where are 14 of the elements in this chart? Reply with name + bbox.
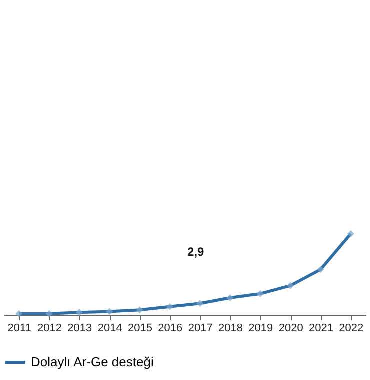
x-tick-label: 2020 — [278, 322, 304, 334]
x-tick-label: 2012 — [38, 322, 62, 334]
x-tick-label: 2018 — [218, 322, 243, 334]
x-tick-label: 2013 — [68, 322, 92, 334]
x-tick-label: 2015 — [128, 322, 152, 334]
x-tick-label: 2011 — [8, 322, 32, 334]
x-tick-label: 2019 — [248, 322, 274, 334]
x-tick-label: 2014 — [98, 322, 122, 334]
legend-label: Dolaylı Ar-Ge desteği — [31, 354, 154, 370]
annotation: 2,9 — [188, 245, 205, 259]
x-tick-label: 2016 — [158, 322, 183, 334]
x-tick-label: 2021 — [309, 322, 334, 334]
x-tick-label: 2017 — [188, 322, 213, 334]
x-tick-label: 2022 — [339, 322, 364, 334]
